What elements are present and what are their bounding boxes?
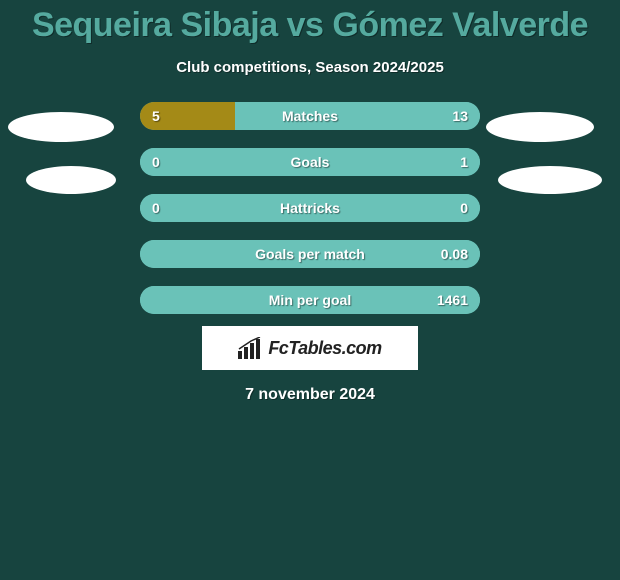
bar-right (140, 148, 480, 176)
player-ellipse (26, 166, 116, 194)
bar-right (140, 240, 480, 268)
brand-box: FcTables.com (202, 326, 418, 370)
page-title: Sequeira Sibaja vs Gómez Valverde (0, 0, 620, 45)
subtitle: Club competitions, Season 2024/2025 (0, 59, 620, 76)
comparison-chart: 5Matches13 0Goals1 0Hattricks0 Goals per ma… (0, 102, 620, 322)
player-ellipse (8, 112, 114, 142)
bar-chart-icon (238, 337, 264, 359)
stat-row: 0Goals1 (140, 148, 480, 176)
stat-row: Goals per match0.08 (140, 240, 480, 268)
player-ellipse (498, 166, 602, 194)
bar-right (140, 194, 480, 222)
bar-right (235, 102, 480, 130)
player-ellipse (486, 112, 594, 142)
date-label: 7 november 2024 (0, 386, 620, 404)
stat-row: 0Hattricks0 (140, 194, 480, 222)
brand-label: FcTables.com (268, 338, 381, 359)
bar-right (140, 286, 480, 314)
stat-row: 5Matches13 (140, 102, 480, 130)
stat-row: Min per goal1461 (140, 286, 480, 314)
bar-left (140, 102, 235, 130)
